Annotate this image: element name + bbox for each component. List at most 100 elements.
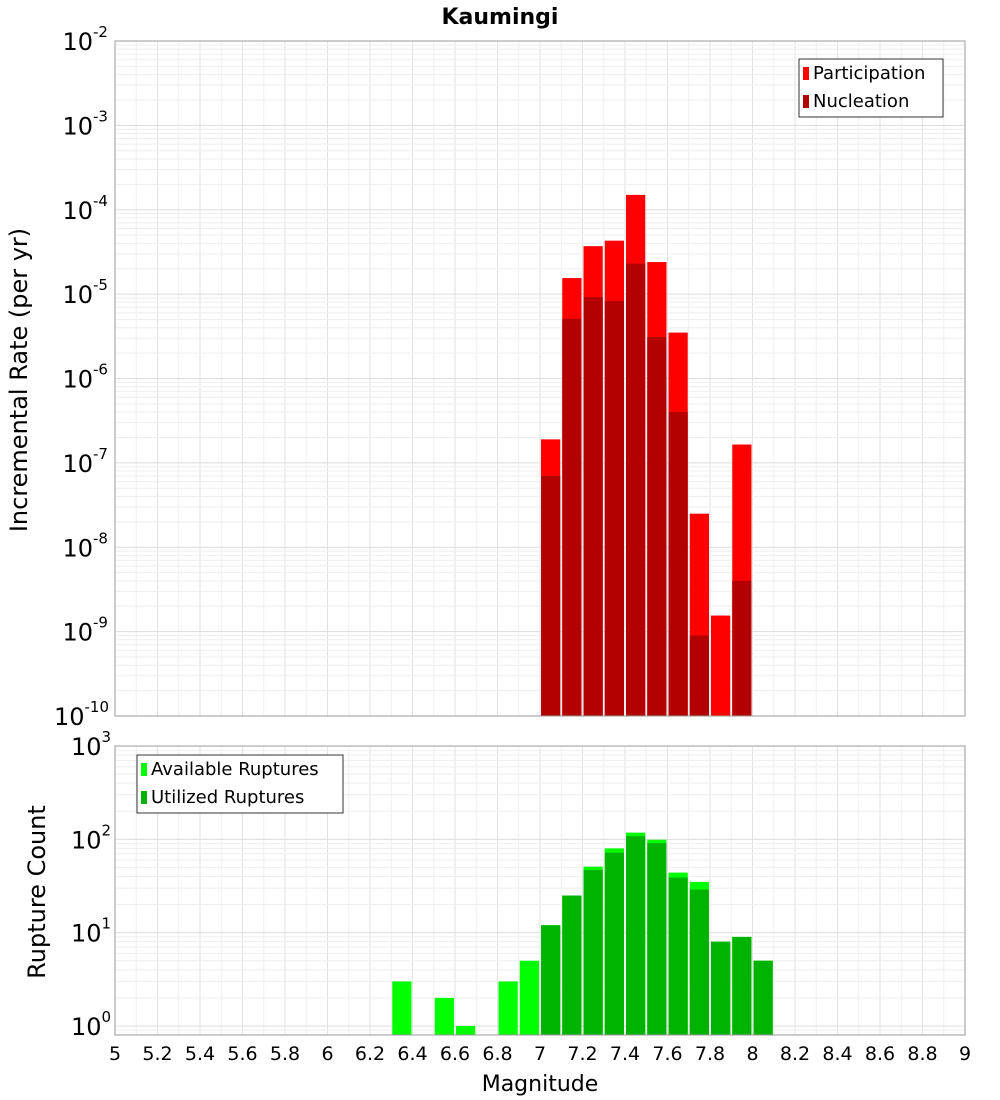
bar-utilized-ruptures: [604, 852, 624, 1035]
legend-swatch: [803, 67, 809, 80]
x-tick-label: 8: [746, 1043, 758, 1065]
bar-nucleation: [668, 412, 688, 716]
y-tick-exponent: -8: [93, 529, 108, 547]
y-tick-exponent: 0: [102, 1008, 112, 1026]
legend-box: [798, 58, 944, 118]
bar-available-ruptures: [392, 981, 412, 1035]
y-tick-label: 10 -3: [62, 107, 108, 140]
y-tick-base: 10: [62, 281, 93, 309]
bar-utilized-ruptures: [689, 889, 709, 1035]
y-tick-exponent: 3: [102, 728, 112, 746]
bar-nucleation: [604, 300, 624, 716]
bar-utilized-ruptures: [668, 877, 688, 1035]
legend-count: Available Ruptures Utilized Ruptures: [136, 754, 344, 814]
y-tick-label: 10 -9: [62, 614, 108, 647]
y-tick-label: 10 0: [71, 1008, 111, 1041]
y-tick-base: 10: [62, 534, 93, 562]
bar-nucleation: [626, 263, 646, 716]
bar-available-ruptures: [434, 997, 454, 1035]
bar-utilized-ruptures: [583, 869, 603, 1035]
x-tick-label: 5.6: [227, 1043, 257, 1065]
y-tick-base: 10: [71, 733, 102, 761]
x-tick-label: 6.8: [482, 1043, 512, 1065]
y-tick-label: 10 -5: [62, 276, 108, 309]
x-tick-label: 6.4: [397, 1043, 427, 1065]
legend-swatch: [141, 763, 147, 776]
bar-utilized-ruptures: [562, 895, 582, 1035]
plot-frame: [114, 40, 966, 717]
x-tick-label: 8.2: [780, 1043, 810, 1065]
legend-label: Participation: [813, 63, 925, 84]
rate-y-axis-label: Incremental Rate (per yr): [5, 228, 33, 532]
x-tick-label: 5.4: [185, 1043, 215, 1065]
count-y-axis-label: Rupture Count: [23, 805, 51, 979]
x-tick-label: 7.2: [567, 1043, 597, 1065]
legend-label: Nucleation: [813, 91, 909, 112]
y-tick-base: 10: [54, 703, 85, 731]
x-axis-ticks: 5 5.2 5.4 5.6 5.8 6 6.2 6.4 6.6 6.8 7 7.2 7.4 7.6 7.8 8…: [109, 1043, 971, 1065]
bar-available-ruptures: [498, 981, 518, 1035]
bar-nucleation: [583, 297, 603, 716]
y-tick-exponent: -10: [85, 698, 110, 716]
y-tick-base: 10: [62, 366, 93, 394]
y-tick-exponent: -5: [93, 276, 108, 294]
x-tick-label: 7.4: [610, 1043, 640, 1065]
legend-rate: Participation Nucleation: [798, 58, 944, 118]
legend-label: Available Ruptures: [151, 759, 319, 780]
y-tick-base: 10: [62, 112, 93, 140]
x-tick-label: 5: [109, 1043, 121, 1065]
bar-utilized-ruptures: [541, 925, 561, 1035]
legend-label: Utilized Ruptures: [151, 787, 304, 808]
y-tick-base: 10: [62, 450, 93, 478]
y-tick-label: 10 2: [71, 821, 111, 854]
bar-nucleation: [689, 635, 709, 716]
x-tick-label: 6.2: [355, 1043, 385, 1065]
bar-available-ruptures: [519, 960, 539, 1035]
x-axis-label: Magnitude: [482, 1072, 599, 1097]
y-tick-base: 10: [71, 1013, 102, 1041]
x-tick-label: 8.4: [822, 1043, 852, 1065]
x-tick-label: 6.6: [440, 1043, 470, 1065]
y-tick-base: 10: [71, 826, 102, 854]
y-tick-label: 10 -4: [62, 192, 108, 225]
bar-utilized-ruptures: [647, 843, 667, 1035]
x-tick-label: 7.6: [652, 1043, 682, 1065]
x-tick-label: 8.6: [865, 1043, 895, 1065]
x-tick-label: 7: [534, 1043, 546, 1065]
y-tick-label: 10 3: [71, 728, 111, 761]
y-tick-base: 10: [62, 619, 93, 647]
y-tick-label: 10 1: [71, 915, 111, 948]
y-tick-label: 10 -7: [62, 445, 108, 478]
bar-nucleation: [732, 580, 752, 716]
bar-utilized-ruptures: [753, 960, 773, 1035]
bar-participation: [711, 615, 731, 716]
y-tick-exponent: -3: [93, 107, 108, 125]
y-tick-exponent: -6: [93, 361, 108, 379]
y-tick-exponent: -2: [93, 23, 108, 41]
bar-nucleation: [647, 337, 667, 716]
y-tick-label: 10 -10: [54, 698, 109, 731]
y-tick-exponent: -4: [93, 192, 108, 210]
bar-nucleation: [541, 475, 561, 716]
y-tick-base: 10: [62, 197, 93, 225]
x-tick-label: 7.8: [695, 1043, 725, 1065]
y-tick-exponent: 2: [102, 821, 112, 839]
legend-swatch: [141, 791, 147, 804]
x-tick-label: 6: [321, 1043, 333, 1065]
y-tick-base: 10: [71, 920, 102, 948]
x-tick-label: 5.2: [142, 1043, 172, 1065]
bar-utilized-ruptures: [732, 936, 752, 1035]
x-tick-label: 5.8: [270, 1043, 300, 1065]
x-tick-label: 8.8: [907, 1043, 937, 1065]
y-tick-label: 10 -2: [62, 23, 108, 56]
bar-nucleation: [562, 318, 582, 716]
y-tick-label: 10 -8: [62, 529, 108, 562]
y-tick-label: 10 -6: [62, 361, 108, 394]
legend-box: [136, 754, 344, 814]
y-tick-exponent: -9: [93, 614, 108, 632]
bar-utilized-ruptures: [711, 941, 731, 1035]
bar-available-ruptures: [456, 1025, 476, 1035]
